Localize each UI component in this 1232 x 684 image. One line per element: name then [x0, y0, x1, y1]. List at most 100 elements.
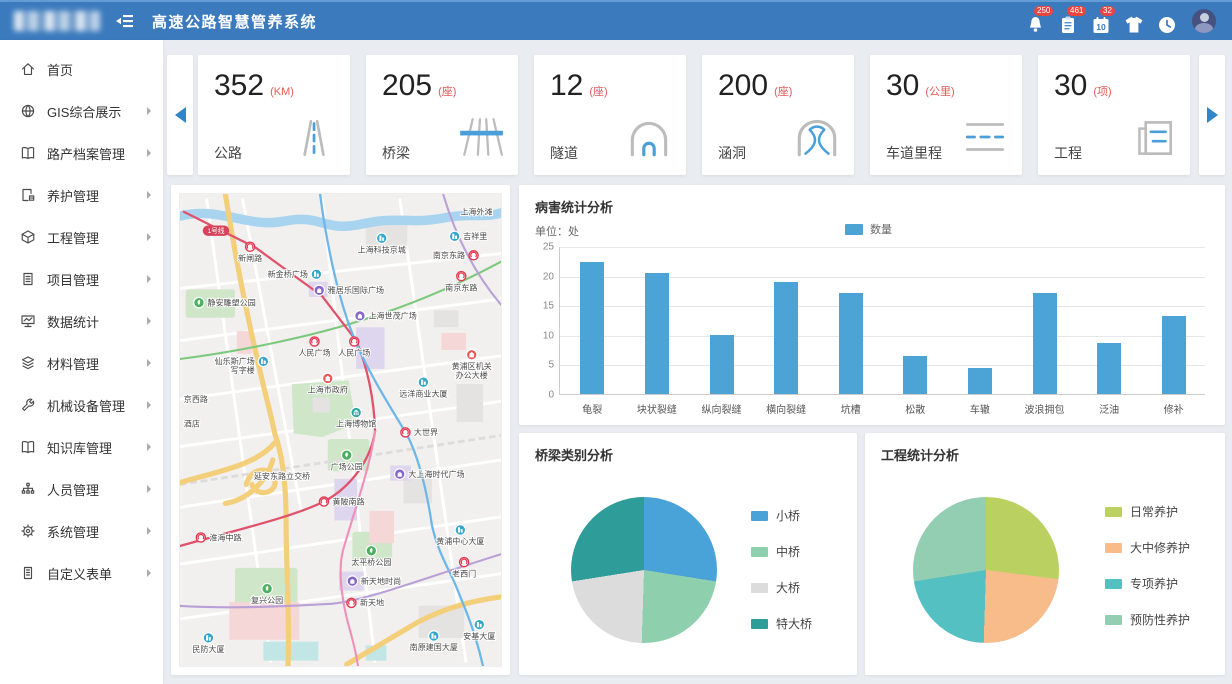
map-text-label: 延安东路立交桥	[253, 470, 311, 482]
stat-card-engineering[interactable]: 30 (项) 工程	[1038, 55, 1190, 175]
stat-card-culvert[interactable]: 200 (座) 涵洞	[702, 55, 854, 175]
stat-card-bridge[interactable]: 205 (座) 桥梁	[366, 55, 518, 175]
uniform-tshirt-icon[interactable]	[1122, 8, 1146, 34]
tasks-clipboard-icon[interactable]: 461	[1056, 6, 1087, 34]
sidebar-item-data-statistics[interactable]: 数据统计	[0, 300, 163, 342]
stat-card-highway[interactable]: 352 (KM) 公路	[198, 55, 350, 175]
sidebar-item-label: 人员管理	[47, 482, 100, 498]
map-poi-building[interactable]: 新金桥广场	[267, 268, 323, 280]
map-poi-line-badge[interactable]: 1号线	[202, 225, 230, 236]
notifications-bell-icon[interactable]: 250	[1023, 6, 1054, 34]
map-poi-building[interactable]: 吉祥里	[448, 230, 488, 242]
user-avatar[interactable]	[1192, 9, 1216, 33]
map-poi-mall[interactable]: 大上海时代广场	[393, 468, 466, 480]
svg-text:黄陂南路: 黄陂南路	[332, 496, 364, 506]
map-poi-gov[interactable]: 黄浦区机关办公大楼	[451, 348, 493, 381]
x-axis-label: 纵向裂缝	[701, 405, 742, 416]
lane-icon	[960, 116, 1010, 163]
stat-card-lane-mileage[interactable]: 30 (公里) 车道里程	[870, 55, 1022, 175]
map-poi-metro[interactable]: 老西门	[451, 556, 477, 579]
legend-label: 预防性养护	[1130, 613, 1191, 627]
map-poi-mall[interactable]: 上海世茂广场	[354, 310, 418, 322]
svg-text:上海世茂广场: 上海世茂广场	[368, 311, 416, 321]
sidebar-item-maintenance-mgmt[interactable]: 养护管理	[0, 174, 163, 216]
sidebar-item-engineering-mgmt[interactable]: 工程管理	[0, 216, 163, 258]
map-poi-gov[interactable]: 上海市政府	[307, 372, 349, 396]
clipboard-badge: 461	[1067, 6, 1087, 16]
chevron-right-icon	[147, 107, 151, 115]
svg-text:仙乐斯广场写字楼: 仙乐斯广场写字楼	[215, 356, 255, 375]
sidebar-item-gis-display[interactable]: GIS综合展示	[0, 90, 163, 132]
map-poi-park[interactable]: 复兴公园	[250, 582, 284, 606]
legend-item: 中桥	[751, 543, 812, 560]
carousel-prev-strip[interactable]	[167, 55, 193, 175]
road-icon	[288, 116, 338, 163]
bar-修补	[1161, 315, 1186, 394]
chevron-right-icon	[147, 317, 151, 325]
sidebar-item-equipment-mgmt[interactable]: 机械设备管理	[0, 384, 163, 426]
map-poi-park[interactable]: 广场公园	[330, 449, 364, 472]
sidebar-item-custom-forms[interactable]: 自定义表单	[0, 552, 163, 594]
map-poi-mall[interactable]: 雅居乐国际广场	[313, 284, 385, 296]
map-poi-metro[interactable]: 南京东路	[444, 270, 478, 293]
map-text-label: 上海外滩	[459, 206, 493, 218]
disease-bar-plot: 0 5 10 15 20 25 龟裂 块状裂缝 纵向裂缝 横向裂缝 坑槽 松散 车辙 波浪拥包 泛油 修补	[543, 242, 1205, 416]
sidebar-item-system-mgmt[interactable]: 系统管理	[0, 510, 163, 552]
calendar-icon[interactable]: 10 32	[1089, 6, 1115, 34]
main-content: 352 (KM) 公路 205 (座) 桥梁 12 (座) 隧道 200 (座) 涵洞 30 (公里) 车道…	[163, 40, 1232, 684]
stat-unit: (KM)	[270, 86, 294, 98]
x-axis-label: 块状裂缝	[636, 405, 677, 416]
culvert-icon	[792, 116, 842, 163]
carousel-next-strip[interactable]	[1199, 55, 1225, 175]
map-poi-building[interactable]: 黄浦中心大厦	[435, 524, 485, 547]
legend-swatch	[751, 510, 768, 521]
map-poi-metro[interactable]: 大世界	[400, 426, 439, 438]
disease-chart-legend: 数量	[845, 221, 892, 237]
disease-chart-unit: 单位：处	[535, 226, 579, 238]
legend-swatch	[1105, 506, 1122, 517]
map-poi-metro[interactable]: 淮海中路	[195, 531, 242, 543]
map-poi-building[interactable]: 远洋商业大厦	[398, 376, 448, 399]
map-poi-metro[interactable]: 南京东路	[432, 249, 479, 261]
sidebar-item-home[interactable]: 首页	[0, 48, 163, 90]
svg-text:太平桥公园: 太平桥公园	[351, 557, 391, 567]
org-icon	[21, 482, 35, 494]
map-poi-metro[interactable]: 人民广场	[297, 336, 332, 359]
map-poi-building[interactable]: 安基大厦	[462, 618, 496, 642]
city-map[interactable]: 上海外滩 1号线 新闸路 上海科技京城 吉祥里 南京东路 南京东路 新金桥广场 雅居乐国际广场上…	[179, 193, 502, 667]
map-poi-park[interactable]: 太平桥公园	[350, 544, 392, 568]
svg-text:淮海中路: 淮海中路	[209, 532, 241, 542]
sidebar-item-road-asset-archive[interactable]: 路产档案管理	[0, 132, 163, 174]
map-poi-metro[interactable]: 黄陂南路	[318, 495, 366, 507]
map-poi-metro[interactable]: 人民广场	[337, 336, 371, 359]
sidebar-item-material-mgmt[interactable]: 材料管理	[0, 342, 163, 384]
map-poi-park[interactable]: 静安雕塑公园	[193, 297, 257, 308]
gridline	[560, 306, 1205, 308]
svg-text:10: 10	[1096, 22, 1106, 32]
map-poi-building[interactable]: 上海科技京城	[357, 232, 407, 255]
svg-text:黄浦中心大厦: 黄浦中心大厦	[436, 536, 484, 546]
map-poi-metro[interactable]: 新天地	[346, 597, 385, 609]
map-poi-museum[interactable]: 上海博物馆	[335, 406, 377, 430]
map-poi-building[interactable]: 南原建国大厦	[409, 630, 459, 653]
svg-text:延安东路立交桥: 延安东路立交桥	[254, 471, 310, 481]
map-poi-building[interactable]: 仙乐斯广场写字楼	[214, 355, 270, 376]
svg-text:静安雕塑公园: 静安雕塑公园	[207, 297, 255, 307]
sidebar-item-project-mgmt[interactable]: 项目管理	[0, 258, 163, 300]
sidebar-item-knowledge-base[interactable]: 知识库管理	[0, 426, 163, 468]
engineering-stats-card: 工程统计分析 日常养护 大中修养护 专项养护 预防性养护	[865, 433, 1225, 675]
x-axis-label: 龟裂	[582, 405, 603, 416]
clock-icon[interactable]	[1155, 8, 1179, 34]
sidebar-item-personnel-mgmt[interactable]: 人员管理	[0, 468, 163, 510]
carousel-prev-icon[interactable]	[174, 107, 186, 123]
legend-item: 小桥	[751, 507, 812, 524]
gridline	[560, 276, 1205, 278]
map-poi-building[interactable]: 民防大厦	[191, 632, 225, 655]
map-poi-metro[interactable]: 新闸路	[237, 241, 263, 264]
map-poi-mall[interactable]: 新天地时尚	[346, 575, 402, 587]
carousel-next-icon[interactable]	[1206, 107, 1218, 123]
x-axis-label: 横向裂缝	[766, 405, 807, 416]
sidebar-collapse-icon[interactable]	[116, 14, 134, 28]
stat-card-tunnel[interactable]: 12 (座) 隧道	[534, 55, 686, 175]
